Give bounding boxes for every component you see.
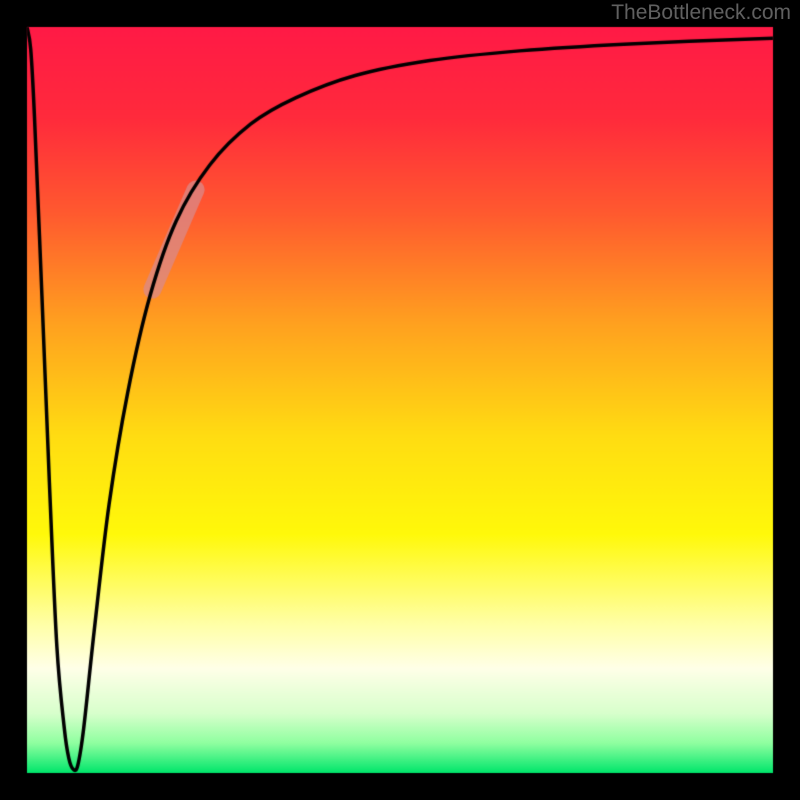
plot-curve-canvas	[0, 0, 800, 800]
figure-container: TheBottleneck.com	[0, 0, 800, 800]
attribution-watermark: TheBottleneck.com	[611, 1, 791, 25]
